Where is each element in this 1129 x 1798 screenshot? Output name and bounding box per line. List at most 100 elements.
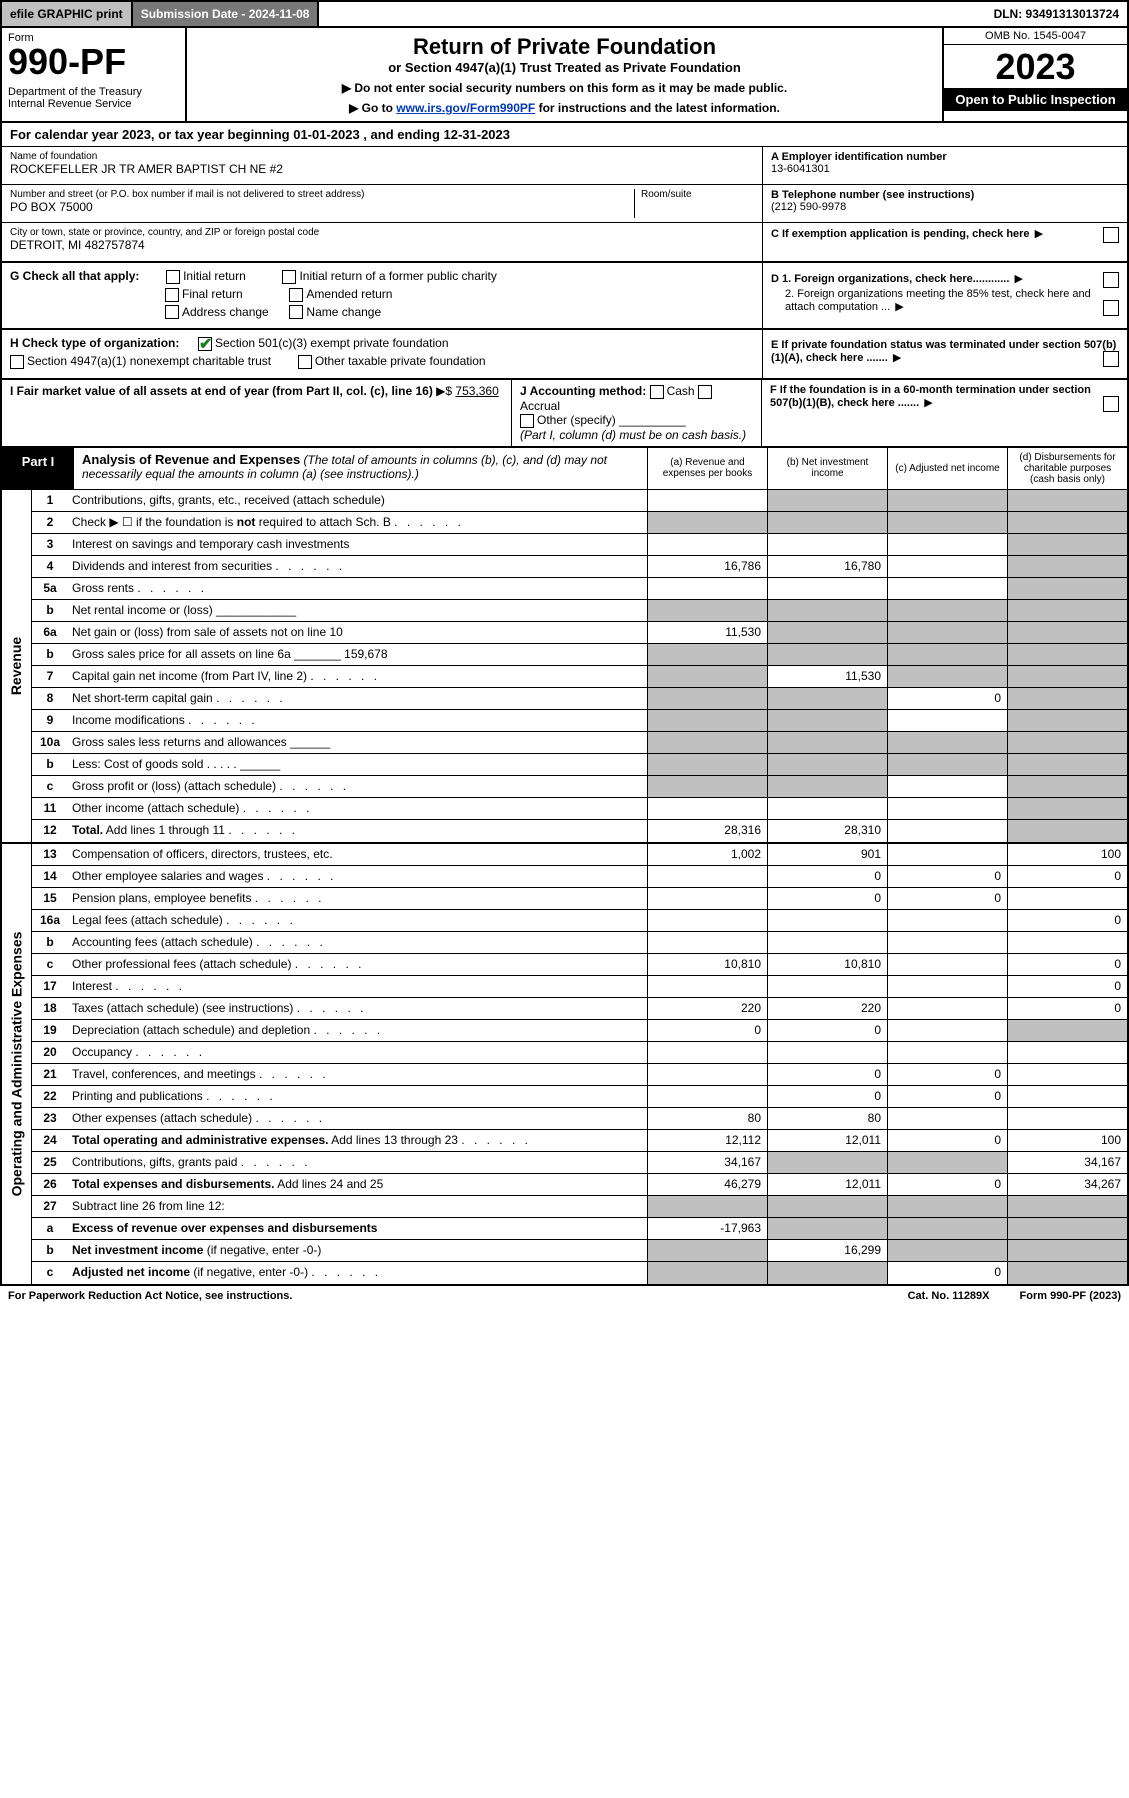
submission-date: Submission Date - 2024-11-08 <box>133 2 320 26</box>
checkbox-other-method[interactable] <box>520 414 534 428</box>
cell-a <box>647 932 767 953</box>
cell-a <box>647 710 767 731</box>
cell-a <box>647 798 767 819</box>
cell-b <box>767 490 887 511</box>
line-number: 13 <box>32 844 68 865</box>
cell-b: 80 <box>767 1108 887 1129</box>
cell-b <box>767 710 887 731</box>
expenses-table: Operating and Administrative Expenses 13… <box>0 844 1129 1286</box>
checkbox-other-taxable[interactable] <box>298 355 312 369</box>
checkbox-d1[interactable] <box>1103 272 1119 288</box>
checkbox-d2[interactable] <box>1103 300 1119 316</box>
cell-c <box>887 798 1007 819</box>
cell-d <box>1007 1196 1127 1217</box>
cell-c <box>887 710 1007 731</box>
cell-b <box>767 578 887 599</box>
cell-a: 12,112 <box>647 1130 767 1151</box>
table-row: 25Contributions, gifts, grants paid . . … <box>32 1152 1127 1174</box>
cell-d <box>1007 732 1127 753</box>
checkbox-e[interactable] <box>1103 351 1119 367</box>
checkbox-c[interactable] <box>1103 227 1119 243</box>
cat-number: Cat. No. 11289X <box>908 1290 990 1302</box>
cell-b: 16,299 <box>767 1240 887 1261</box>
cell-a <box>647 578 767 599</box>
line-number: 17 <box>32 976 68 997</box>
omb-number: OMB No. 1545-0047 <box>944 28 1127 45</box>
cell-d: 100 <box>1007 844 1127 865</box>
line-description: Pension plans, employee benefits . . . .… <box>68 888 647 909</box>
efile-print-button[interactable]: efile GRAPHIC print <box>2 2 133 26</box>
cell-b <box>767 688 887 709</box>
table-row: 9Income modifications . . . . . . <box>32 710 1127 732</box>
cell-c <box>887 1020 1007 1041</box>
table-row: cAdjusted net income (if negative, enter… <box>32 1262 1127 1284</box>
line-description: Check ▶ ☐ if the foundation is not requi… <box>68 512 647 533</box>
cell-b <box>767 910 887 931</box>
cell-d <box>1007 534 1127 555</box>
cell-d <box>1007 1108 1127 1129</box>
irs-link[interactable]: www.irs.gov/Form990PF <box>396 101 535 115</box>
form-subtitle: or Section 4947(a)(1) Trust Treated as P… <box>197 60 932 75</box>
cell-a <box>647 776 767 797</box>
cell-d <box>1007 688 1127 709</box>
cell-a: 80 <box>647 1108 767 1129</box>
cell-b: 0 <box>767 1064 887 1085</box>
part-1-label: Part I <box>2 448 74 489</box>
checkbox-f[interactable] <box>1103 396 1119 412</box>
cell-b <box>767 512 887 533</box>
line-description: Total expenses and disbursements. Add li… <box>68 1174 647 1195</box>
cell-c: 0 <box>887 1064 1007 1085</box>
line-description: Total. Add lines 1 through 11 . . . . . … <box>68 820 647 842</box>
cell-c: 0 <box>887 1130 1007 1151</box>
checkbox-501c3[interactable] <box>198 337 212 351</box>
cell-c <box>887 1196 1007 1217</box>
cell-a <box>647 1240 767 1261</box>
cell-c <box>887 600 1007 621</box>
cell-b: 220 <box>767 998 887 1019</box>
table-row: aExcess of revenue over expenses and dis… <box>32 1218 1127 1240</box>
open-public-label: Open to Public Inspection <box>944 88 1127 111</box>
cell-a <box>647 1262 767 1284</box>
line-number: a <box>32 1218 68 1239</box>
cell-c <box>887 844 1007 865</box>
line-description: Other professional fees (attach schedule… <box>68 954 647 975</box>
cell-b: 901 <box>767 844 887 865</box>
line-number: 3 <box>32 534 68 555</box>
cell-b <box>767 622 887 643</box>
line-number: 10a <box>32 732 68 753</box>
cell-c: 0 <box>887 888 1007 909</box>
checkbox-final[interactable] <box>165 288 179 302</box>
header-center: Return of Private Foundation or Section … <box>187 28 942 121</box>
line-description: Interest on savings and temporary cash i… <box>68 534 647 555</box>
cell-a <box>647 666 767 687</box>
line-description: Net rental income or (loss) ____________ <box>68 600 647 621</box>
cell-d <box>1007 798 1127 819</box>
ein-row: A Employer identification number 13-6041… <box>763 147 1127 185</box>
cell-c: 0 <box>887 1174 1007 1195</box>
cell-d <box>1007 644 1127 665</box>
line-number: b <box>32 1240 68 1261</box>
department-label: Department of the Treasury Internal Reve… <box>8 86 179 110</box>
phone-row: B Telephone number (see instructions) (2… <box>763 185 1127 223</box>
table-row: 10aGross sales less returns and allowanc… <box>32 732 1127 754</box>
cell-b <box>767 1262 887 1284</box>
checkbox-initial[interactable] <box>166 270 180 284</box>
checkbox-address[interactable] <box>165 305 179 319</box>
table-row: 27Subtract line 26 from line 12: <box>32 1196 1127 1218</box>
line-number: 4 <box>32 556 68 577</box>
line-description: Contributions, gifts, grants, etc., rece… <box>68 490 647 511</box>
checkbox-amended[interactable] <box>289 288 303 302</box>
cell-c: 0 <box>887 1262 1007 1284</box>
checkbox-name-change[interactable] <box>289 305 303 319</box>
checkbox-accrual[interactable] <box>698 385 712 399</box>
line-number: 5a <box>32 578 68 599</box>
cell-c <box>887 644 1007 665</box>
col-b-header: (b) Net investment income <box>767 448 887 489</box>
cell-a <box>647 732 767 753</box>
line-number: 20 <box>32 1042 68 1063</box>
cell-c <box>887 910 1007 931</box>
line-number: c <box>32 1262 68 1284</box>
checkbox-4947[interactable] <box>10 355 24 369</box>
checkbox-cash[interactable] <box>650 385 664 399</box>
checkbox-initial-former[interactable] <box>282 270 296 284</box>
